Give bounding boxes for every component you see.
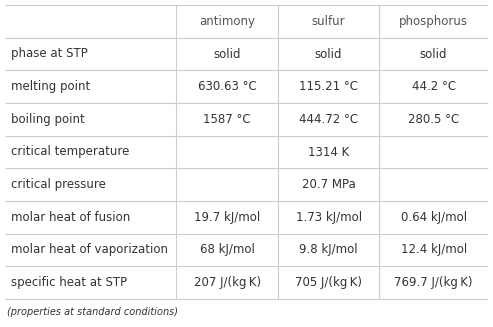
Text: specific heat at STP: specific heat at STP: [11, 276, 127, 289]
Text: 68 kJ/mol: 68 kJ/mol: [200, 244, 254, 256]
Text: 44.2 °C: 44.2 °C: [412, 80, 456, 93]
Text: 280.5 °C: 280.5 °C: [408, 113, 459, 126]
Text: (properties at standard conditions): (properties at standard conditions): [7, 307, 178, 317]
Text: phase at STP: phase at STP: [11, 47, 88, 60]
Text: 1.73 kJ/mol: 1.73 kJ/mol: [295, 211, 362, 224]
Text: 705 J/(kg K): 705 J/(kg K): [295, 276, 362, 289]
Text: phosphorus: phosphorus: [399, 15, 468, 28]
Text: 769.7 J/(kg K): 769.7 J/(kg K): [394, 276, 473, 289]
Text: 0.64 kJ/mol: 0.64 kJ/mol: [401, 211, 467, 224]
Text: critical pressure: critical pressure: [11, 178, 106, 191]
Text: critical temperature: critical temperature: [11, 146, 129, 159]
Text: 630.63 °C: 630.63 °C: [198, 80, 256, 93]
Text: 20.7 MPa: 20.7 MPa: [302, 178, 355, 191]
Text: antimony: antimony: [199, 15, 255, 28]
Text: melting point: melting point: [11, 80, 90, 93]
Text: solid: solid: [315, 47, 342, 60]
Text: 9.8 kJ/mol: 9.8 kJ/mol: [299, 244, 358, 256]
Text: sulfur: sulfur: [312, 15, 346, 28]
Text: boiling point: boiling point: [11, 113, 85, 126]
Text: 444.72 °C: 444.72 °C: [299, 113, 358, 126]
Text: molar heat of fusion: molar heat of fusion: [11, 211, 130, 224]
Text: 1587 °C: 1587 °C: [204, 113, 251, 126]
Text: solid: solid: [420, 47, 448, 60]
Text: 207 J/(kg K): 207 J/(kg K): [194, 276, 261, 289]
Text: 12.4 kJ/mol: 12.4 kJ/mol: [400, 244, 467, 256]
Text: solid: solid: [213, 47, 241, 60]
Text: 19.7 kJ/mol: 19.7 kJ/mol: [194, 211, 260, 224]
Text: 115.21 °C: 115.21 °C: [299, 80, 358, 93]
Text: 1314 K: 1314 K: [308, 146, 349, 159]
Text: molar heat of vaporization: molar heat of vaporization: [11, 244, 168, 256]
